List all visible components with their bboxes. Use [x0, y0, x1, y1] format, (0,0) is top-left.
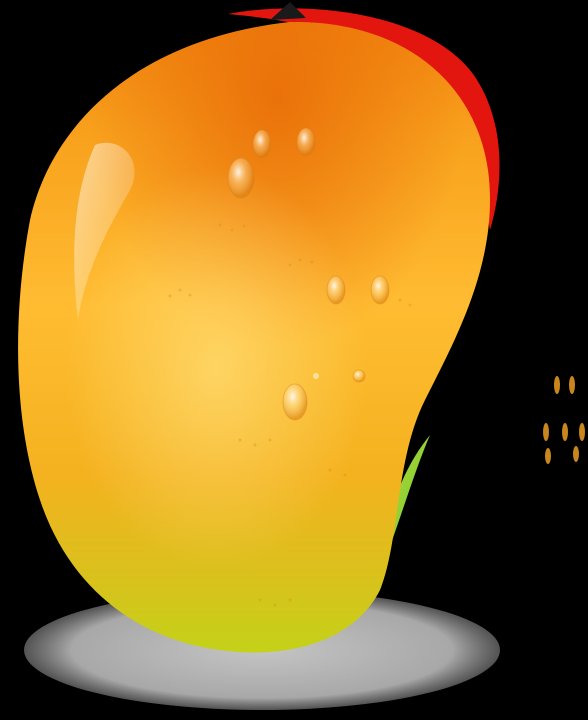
- water-droplets: [227, 127, 390, 421]
- stem-icon: [270, 2, 306, 20]
- skin-specks: [168, 223, 412, 607]
- shine-highlight: [74, 142, 135, 320]
- seed-flecks-icon: [543, 376, 585, 464]
- blush-icon: [228, 8, 500, 230]
- mango-highlight-area: [18, 21, 490, 653]
